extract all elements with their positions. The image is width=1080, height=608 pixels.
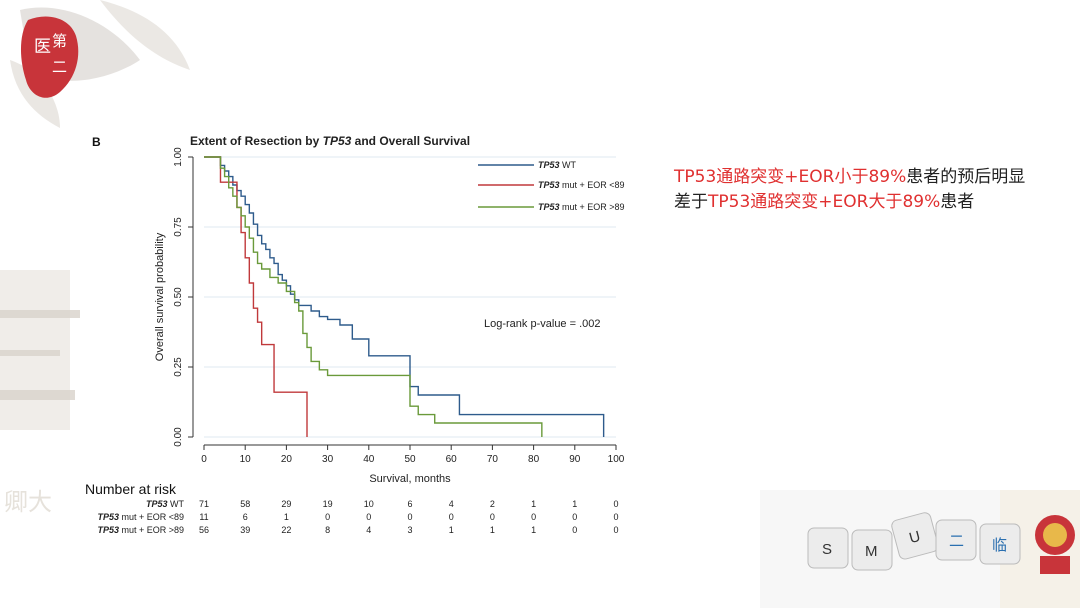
hospital-seal-logo: 医 第 二 [21, 16, 79, 98]
x-tick-label: 0 [201, 454, 207, 465]
leaf-decoration-top-left: 医 第 二 [10, 0, 190, 128]
y-tick-label: 0.50 [173, 287, 184, 307]
key-s: S [807, 527, 849, 569]
x-tick-label: 70 [487, 454, 499, 465]
risk-count: 8 [325, 525, 330, 535]
risk-count: 0 [490, 512, 495, 522]
risk-count: 6 [243, 512, 248, 522]
x-tick-label: 40 [363, 454, 375, 465]
risk-count: 1 [449, 525, 454, 535]
key-m-label: M [865, 543, 878, 560]
hospital-emblem [1035, 515, 1075, 574]
risk-count: 11 [199, 512, 208, 522]
legend-label: TP53 WT [538, 160, 577, 170]
y-tick-label: 0.75 [173, 217, 184, 237]
risk-count: 71 [199, 499, 209, 509]
legend-label: TP53 mut + EOR <89 [538, 180, 625, 190]
key-er-label: 二 [949, 533, 964, 550]
risk-count: 0 [572, 525, 577, 535]
pvalue-annotation: Log-rank p-value = .002 [484, 318, 601, 330]
risk-count: 1 [284, 512, 289, 522]
legend-item-2: TP53 mut + EOR >89 [478, 202, 625, 212]
risk-count: 0 [531, 512, 536, 522]
risk-row-label: TP53 mut + EOR <89 [97, 512, 184, 522]
risk-count: 3 [407, 525, 412, 535]
x-tick-label: 90 [569, 454, 581, 465]
risk-count: 0 [407, 512, 412, 522]
series-line-2 [204, 156, 543, 437]
x-tick-label: 60 [446, 454, 458, 465]
legend-label: TP53 mut + EOR >89 [538, 202, 625, 212]
risk-row-2: TP53 mut + EOR >89 56 39 22 8 4 3 1 1 1 0 0 [97, 525, 618, 535]
risk-count: 0 [572, 512, 577, 522]
risk-count: 56 [199, 525, 209, 535]
risk-count: 0 [325, 512, 330, 522]
series-line-1 [204, 156, 308, 437]
risk-count: 6 [407, 499, 412, 509]
key-lin-label: 临 [992, 537, 1007, 554]
risk-count: 2 [490, 499, 495, 509]
risk-count: 0 [449, 512, 454, 522]
key-s-label: S [822, 541, 832, 558]
risk-count: 1 [572, 499, 577, 509]
key-u-label: U [907, 528, 922, 547]
risk-count: 39 [240, 525, 250, 535]
risk-row-label: TP53 WT [146, 499, 185, 509]
risk-count: 19 [323, 499, 333, 509]
annotation-red-2: TP53通路突变+EOR大于89% [708, 192, 941, 212]
x-tick-label: 30 [322, 454, 334, 465]
x-axis-ticks: 0 10 20 30 40 50 60 70 80 90 100 [201, 445, 625, 465]
key-er: 二 [935, 519, 977, 561]
y-tick-label: 0.25 [173, 357, 184, 377]
km-survival-chart: B Extent of Resection by TP53 and Overal… [85, 134, 625, 535]
key-lin: 临 [979, 523, 1021, 565]
risk-count: 0 [613, 512, 618, 522]
x-axis-label: Survival, months [369, 473, 451, 485]
y-tick-label: 0.00 [173, 427, 184, 447]
annotation-black-1: 患者的预后明显差于 [674, 167, 1026, 212]
y-axis-label: Overall survival probability [154, 232, 166, 361]
risk-count: 4 [366, 525, 371, 535]
chart-title: Extent of Resection by TP53 and Overall … [190, 134, 470, 148]
x-tick-label: 80 [528, 454, 540, 465]
risk-count: 1 [490, 525, 495, 535]
logo-text-1: 医 [34, 37, 51, 57]
risk-count: 22 [281, 525, 291, 535]
x-tick-label: 20 [281, 454, 293, 465]
annotation-black-2: 患者 [940, 192, 975, 212]
risk-table-header: Number at risk [85, 481, 177, 497]
risk-count: 4 [449, 499, 454, 509]
x-tick-label: 50 [404, 454, 416, 465]
svg-text:卿大: 卿大 [4, 488, 52, 516]
risk-count: 58 [240, 499, 250, 509]
risk-row-label: TP53 mut + EOR >89 [97, 525, 184, 535]
risk-count: 10 [364, 499, 374, 509]
y-tick-label: 1.00 [173, 147, 184, 167]
legend: TP53 WT TP53 mut + EOR <89 TP53 mut + EOR … [478, 160, 625, 212]
x-tick-label: 100 [608, 454, 625, 465]
annotation-red-1: TP53通路突变+EOR小于89% [674, 167, 907, 187]
panel-letter: B [92, 135, 101, 149]
annotation-text: TP53通路突变+EOR小于89%患者的预后明显差于TP53通路突变+EOR大于… [674, 165, 1034, 215]
keyboard-keys-decoration: S M U 二 临 [760, 490, 1080, 608]
legend-item-1: TP53 mut + EOR <89 [478, 180, 625, 190]
key-m: M [851, 529, 893, 571]
y-axis-ticks: 0.00 0.25 0.50 0.75 1.00 [173, 147, 193, 447]
survival-curves [204, 156, 605, 437]
risk-count: 29 [281, 499, 291, 509]
x-tick-label: 10 [240, 454, 252, 465]
key-u: U [891, 512, 939, 560]
legend-item-0: TP53 WT [478, 160, 577, 170]
risk-row-0: TP53 WT 71 58 29 19 10 6 4 2 1 1 0 [146, 499, 619, 509]
risk-count: 0 [613, 525, 618, 535]
risk-count: 1 [531, 525, 536, 535]
svg-text:二: 二 [52, 58, 67, 76]
risk-row-1: TP53 mut + EOR <89 11 6 1 0 0 0 0 0 0 0 0 [97, 512, 618, 522]
svg-text:第: 第 [52, 32, 67, 50]
risk-count: 0 [366, 512, 371, 522]
risk-count: 0 [613, 499, 618, 509]
risk-count: 1 [531, 499, 536, 509]
ink-texture-left: 卿大 [0, 270, 80, 516]
